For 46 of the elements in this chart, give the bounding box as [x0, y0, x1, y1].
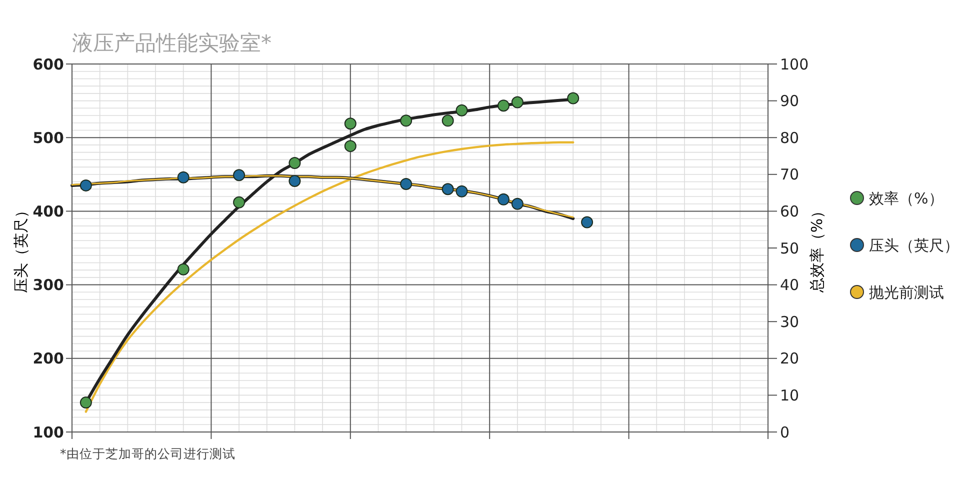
point	[567, 92, 580, 104]
y2-tick-label: 30	[780, 312, 800, 331]
legend-label: 压头（英尺）	[869, 236, 959, 254]
y2-tick-label: 60	[780, 202, 800, 220]
y2-tick-label: 40	[780, 276, 800, 294]
y2-tick-label: 0	[780, 423, 790, 442]
point	[177, 263, 190, 276]
y2-tick-label: 90	[780, 92, 800, 110]
point	[498, 100, 510, 112]
y2-tick-label: 80	[780, 128, 800, 147]
point	[177, 171, 190, 184]
y2-tick-label: 20	[780, 350, 800, 368]
point	[400, 114, 412, 127]
y2-tick-label: 70	[780, 166, 800, 184]
point	[288, 175, 301, 188]
point	[344, 140, 356, 152]
text: *由位于芝加哥的公司进行测试	[60, 446, 236, 461]
y-tick-label: 600	[32, 55, 64, 74]
legend-label: 抛光前测试	[869, 283, 944, 302]
point	[344, 118, 356, 130]
point	[456, 185, 468, 198]
point	[511, 198, 524, 210]
legend-label: 效率（%）	[869, 189, 944, 208]
y-tick-label: 500	[32, 128, 64, 147]
y-axis-title: 压头（英尺）	[12, 203, 30, 293]
chart-title: 液压产品性能实验室*	[72, 31, 272, 55]
y2-axis-title: 总效率（%）	[808, 203, 826, 294]
y2-tick-label: 100	[780, 55, 809, 74]
y-tick-label: 400	[32, 202, 64, 220]
y-tick-label: 300	[32, 276, 64, 294]
point	[511, 96, 524, 108]
point	[233, 196, 246, 208]
y2-tick-label: 10	[780, 386, 800, 404]
y-tick-label: 200	[32, 350, 64, 368]
y2-tick-label: 50	[780, 239, 800, 258]
point	[80, 396, 92, 409]
point	[288, 156, 301, 169]
point	[581, 216, 594, 228]
point	[456, 104, 468, 116]
point	[233, 169, 246, 182]
point	[442, 183, 454, 196]
point	[400, 178, 412, 190]
point	[498, 193, 510, 206]
y-tick-label: 100	[32, 423, 64, 442]
point	[442, 114, 454, 127]
point	[80, 179, 92, 192]
